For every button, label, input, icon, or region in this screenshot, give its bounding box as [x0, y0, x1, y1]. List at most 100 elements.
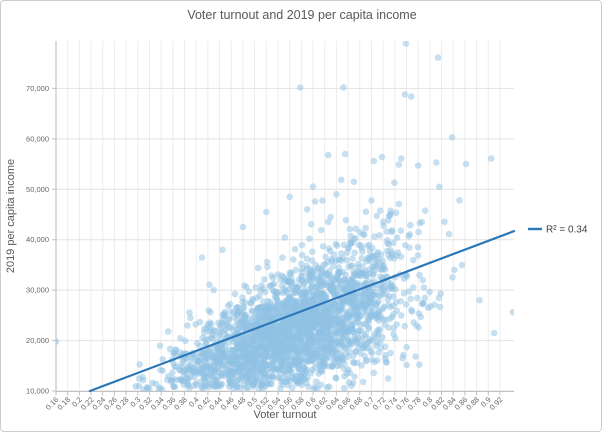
scatter-point [261, 276, 268, 283]
scatter-point [338, 250, 345, 257]
scatter-point [269, 274, 277, 282]
scatter-point [370, 369, 378, 377]
scatter-point [316, 367, 324, 375]
scatter-point [269, 338, 276, 345]
scatter-point [226, 357, 233, 364]
scatter-point [257, 358, 265, 366]
scatter-point [283, 296, 291, 304]
scatter-point [353, 293, 360, 301]
scatter-point [309, 325, 317, 332]
scatter-point [383, 358, 390, 366]
scatter-point [437, 290, 445, 297]
scatter-point [387, 283, 395, 291]
scatter-point [286, 352, 294, 360]
scatter-point [327, 213, 334, 221]
scatter-point [307, 221, 315, 228]
scatter-point [215, 358, 223, 366]
scatter-point [215, 346, 222, 354]
scatter-point [254, 264, 262, 272]
scatter-point [462, 160, 470, 168]
scatter-point [375, 317, 383, 324]
scatter-point [297, 318, 305, 326]
scatter-point [171, 363, 179, 371]
scatter-point [333, 191, 340, 198]
scatter-point [210, 327, 218, 335]
scatter-point [418, 300, 426, 307]
scatter-point [261, 312, 268, 320]
x-tick-label: 0.88 [464, 395, 481, 412]
scatter-point [318, 226, 325, 234]
scatter-point [376, 261, 384, 269]
scatter-point [244, 384, 251, 391]
scatter-point [343, 314, 351, 322]
scatter-point [339, 268, 347, 276]
scatter-point [219, 319, 226, 327]
scatter-point [177, 335, 184, 342]
scatter-point [298, 241, 306, 249]
scatter-point [317, 265, 325, 273]
scatter-point [216, 329, 224, 337]
scatter-point [261, 288, 269, 296]
scatter-point [375, 330, 383, 338]
y-tick-label: 20,000 [26, 336, 49, 345]
scatter-point [330, 287, 338, 294]
scatter-point [247, 299, 254, 307]
scatter-point [373, 212, 381, 220]
scatter-point [348, 382, 355, 390]
scatter-point [367, 258, 375, 265]
scatter-point [169, 369, 176, 377]
scatter-point [353, 339, 361, 347]
scatter-point [198, 384, 205, 391]
scatter-point [290, 337, 298, 344]
scatter-point [300, 365, 308, 372]
scatter-point [345, 263, 352, 271]
scatter-point [342, 216, 350, 224]
scatter-point [259, 298, 267, 305]
scatter-point [205, 307, 213, 314]
scatter-point [366, 247, 374, 255]
scatter-point [361, 333, 369, 340]
scatter-point [405, 288, 413, 295]
scatter-point [264, 352, 271, 359]
scatter-point [212, 380, 219, 387]
scatter-point [421, 294, 429, 302]
scatter-point [449, 274, 456, 281]
scatter-point [311, 198, 319, 205]
scatter-point [433, 159, 440, 166]
scatter-point [291, 355, 299, 363]
scatter-point [332, 303, 339, 311]
scatter-point [182, 337, 189, 345]
scatter-point [263, 208, 270, 216]
x-tick-label: 0.92 [488, 395, 505, 412]
scatter-point [426, 288, 433, 296]
scatter-point [390, 330, 397, 338]
scatter-point [378, 153, 386, 161]
scatter-point [387, 303, 394, 311]
scatter-point [306, 235, 313, 242]
scatter-point [369, 336, 376, 344]
scatter-point [352, 225, 360, 232]
scatter-point [367, 348, 375, 355]
scatter-point [395, 200, 403, 208]
scatter-point [305, 383, 312, 391]
scatter-point [230, 370, 238, 378]
scatter-point [301, 296, 308, 304]
scatter-point [349, 255, 356, 262]
scatter-point [253, 294, 260, 302]
scatter-point [373, 301, 381, 309]
scatter-point [251, 356, 259, 363]
scatter-point [274, 298, 281, 305]
scatter-point [300, 282, 307, 289]
scatter-point [206, 319, 214, 326]
scatter-point [188, 366, 195, 373]
scatter-point [346, 225, 354, 233]
scatter-point [363, 302, 370, 310]
scatter-point [323, 384, 331, 391]
scatter-point [159, 356, 166, 363]
scatter-point [198, 254, 206, 261]
scatter-point [317, 381, 325, 389]
scatter-point [362, 208, 370, 215]
scatter-point [401, 322, 409, 330]
scatter-point [333, 242, 341, 249]
